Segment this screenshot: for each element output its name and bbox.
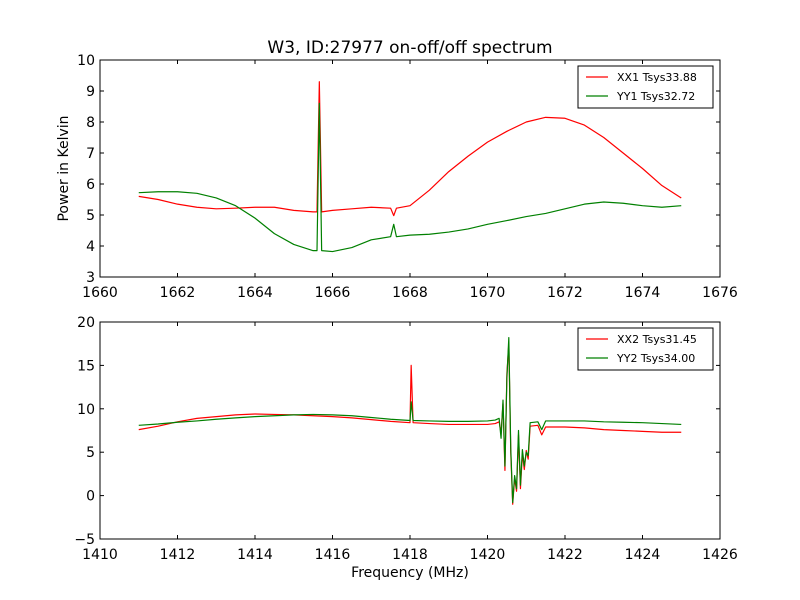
legend-box (577, 65, 714, 109)
legend: XX2 Tsys31.45 YY2 Tsys34.00 (577, 327, 714, 371)
x-tick-label: 1676 (702, 285, 738, 301)
y-tick-label: 10 (77, 402, 95, 418)
y-tick-label: 6 (86, 177, 95, 193)
legend-label: XX1 Tsys33.88 (617, 71, 697, 84)
y-tick-label: 8 (86, 115, 95, 131)
y-tick-label: 10 (77, 53, 95, 69)
x-tick-label: 1662 (160, 285, 196, 301)
x-tick-label: 1418 (392, 547, 428, 563)
legend-box (577, 327, 714, 371)
legend: XX1 Tsys33.88 YY1 Tsys32.72 (577, 65, 714, 109)
y-tick-label: 3 (86, 270, 95, 286)
y-tick-label: 4 (86, 239, 95, 255)
x-tick-label: 1664 (237, 285, 273, 301)
y-tick-label: 7 (86, 146, 95, 162)
x-tick-label: 1668 (392, 285, 428, 301)
x-tick-label: 1414 (237, 547, 273, 563)
y-axis-label-top: Power in Kelvin (56, 115, 72, 221)
y-tick-label: −5 (74, 532, 95, 548)
y-tick-label: 0 (86, 489, 95, 505)
x-tick-label: 1660 (82, 285, 118, 301)
x-tick-label: 1670 (470, 285, 506, 301)
legend-label: YY1 Tsys32.72 (616, 90, 695, 103)
legend-label: XX2 Tsys31.45 (617, 333, 697, 346)
x-tick-label: 1666 (315, 285, 351, 301)
x-tick-label: 1424 (625, 547, 661, 563)
series-line-yy-2 (138, 337, 682, 504)
x-tick-label: 1426 (702, 547, 738, 563)
plot-frame (99, 321, 721, 540)
y-tick-label: 5 (86, 208, 95, 224)
top-panel: 1660 1662 1664 1666 1668 1670 1672 1674 1676 3 4 5 6… (77, 53, 738, 301)
y-tick-label: 15 (77, 358, 95, 374)
y-tick-label: 5 (86, 445, 95, 461)
x-tick-label: 1420 (470, 547, 506, 563)
chart-title: W3, ID:27977 on-off/off spectrum (267, 38, 552, 58)
y-tick-label: 20 (77, 315, 95, 331)
x-tick-label: 1674 (625, 285, 661, 301)
legend-label: YY2 Tsys34.00 (616, 352, 695, 365)
series-line-xx-1 (138, 81, 682, 217)
y-tick-label: 9 (86, 84, 95, 100)
series-line-yy-1 (138, 102, 682, 253)
x-tick-label: 1410 (82, 547, 118, 563)
x-tick-label: 1412 (160, 547, 196, 563)
bottom-panel: 1410 1412 1414 1416 1418 1420 1422 1424 1426 −5 0 5… (74, 315, 738, 563)
x-axis-label-bottom: Frequency (MHz) (351, 565, 469, 581)
plot-frame (99, 59, 721, 278)
x-tick-label: 1422 (547, 547, 583, 563)
x-tick-label: 1672 (547, 285, 583, 301)
x-tick-label: 1416 (315, 547, 351, 563)
